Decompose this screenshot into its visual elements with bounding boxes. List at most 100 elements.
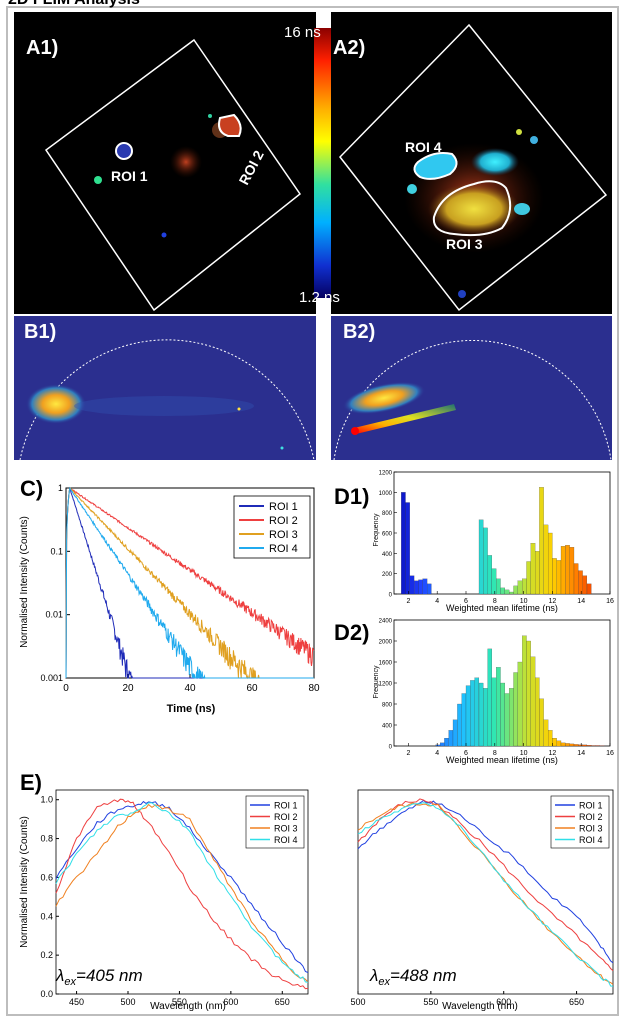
hist-x-tick-label: 8: [493, 598, 497, 605]
spectrum-405-chart: Normalised Intensity (Counts) Wavelength…: [19, 789, 309, 1012]
figure-frame: [6, 6, 619, 1016]
hist2-ylabel: Frequency: [373, 665, 380, 699]
hist-x-tick-label: 16: [606, 750, 614, 757]
hist-bar: [426, 583, 432, 595]
hist-bar: [552, 737, 557, 747]
hist-bar: [560, 742, 566, 747]
hist-bar: [526, 561, 531, 595]
hist-bar: [573, 744, 579, 747]
b2-lifetime-bar: [354, 404, 456, 434]
roi1-marker: [115, 142, 133, 160]
hist-bar: [500, 587, 506, 595]
hist1-ylabel: Frequency: [373, 513, 380, 547]
decay-xlabel: Time (ns): [167, 703, 216, 715]
spec-legend-label: ROI 1: [274, 801, 298, 811]
decay-x-tick-label: 40: [184, 683, 196, 694]
hist-x-tick-label: 16: [606, 598, 614, 605]
spec405-ylabel: Normalised Intensity (Counts): [19, 816, 30, 948]
hist-bar: [522, 578, 527, 595]
a2-crop-outline: [339, 23, 608, 312]
spec-legend-label: ROI 3: [579, 824, 603, 834]
hist-bar: [478, 519, 484, 595]
spec-legend-label: ROI 2: [579, 812, 603, 822]
hist-bar: [556, 740, 562, 747]
spec-series-4: [357, 802, 614, 987]
decay-x-tick-label: 20: [122, 683, 134, 694]
a2-speckle: [428, 183, 520, 235]
hist-y-tick-label: 0: [389, 745, 393, 751]
colorbar: [314, 28, 331, 298]
hist-bar: [496, 667, 501, 747]
a2-speckle: [471, 148, 519, 176]
roi1-label: ROI 1: [111, 168, 148, 184]
hist-bar: [483, 527, 488, 595]
hist-y-tick-label: 200: [382, 572, 393, 578]
decay-chart: Normalised Intensity (Counts) Time (ns) …: [19, 483, 320, 715]
spec-y-tick-label: 0.8: [40, 834, 53, 844]
spec-plot-area: [357, 789, 614, 995]
hist-bar: [513, 585, 518, 595]
hist-x-tick-label: 14: [577, 750, 585, 757]
decay-legend-label: ROI 3: [269, 529, 298, 541]
a1-speckle: [170, 146, 202, 178]
spec-series-2: [55, 798, 309, 990]
panel-label-b2: B2): [343, 321, 376, 343]
roi2-marker: [218, 113, 242, 137]
hist-x-tick-label: 10: [520, 750, 528, 757]
hist-y-tick-label: 2400: [379, 619, 393, 625]
hist-bar: [474, 677, 479, 747]
decay-legend-label: ROI 4: [269, 543, 298, 555]
decay-x-tick-label: 60: [246, 683, 258, 694]
hist-bar: [504, 693, 510, 747]
decay-legend-label: ROI 1: [269, 501, 298, 513]
spec405-xlabel: Wavelength (nm): [150, 1001, 226, 1012]
hist-bar: [582, 575, 588, 595]
hist-bar: [556, 560, 562, 595]
hist-bar: [586, 745, 592, 747]
spec-legend-label: ROI 4: [274, 835, 298, 845]
b1-phasor-tail: [74, 396, 254, 416]
flim-images: ROI 1 ROI 2 ROI 4 ROI 3: [14, 12, 612, 314]
image-a1: [14, 12, 316, 314]
hist-y-tick-label: 400: [382, 552, 393, 558]
spec-x-tick-label: 500: [350, 997, 365, 1007]
hist-bar: [409, 575, 415, 595]
decay-x-tick-label: 0: [63, 683, 69, 694]
decay-ylabel: Normalised Intensity (Counts): [19, 516, 30, 648]
spec-legend-label: ROI 1: [579, 801, 603, 811]
hist-bar: [578, 570, 583, 595]
hist-bar: [448, 730, 454, 747]
spec-series-3: [357, 802, 614, 985]
hist-bar: [582, 744, 588, 747]
a1-speckle: [161, 232, 167, 238]
hist-bar: [578, 744, 583, 747]
hist-y-tick-label: 800: [382, 511, 393, 517]
hist-bar: [405, 502, 410, 595]
hist-bar: [530, 656, 536, 747]
hist-y-tick-label: 1200: [379, 471, 393, 477]
hist-bar: [517, 580, 523, 595]
a1-speckle: [94, 176, 102, 184]
a2-speckle: [530, 136, 538, 144]
hist-x-tick-label: 10: [520, 598, 528, 605]
hist-bar: [522, 635, 527, 747]
hist-x-tick-label: 6: [464, 750, 468, 757]
hist-bar: [452, 719, 458, 747]
spec-series-1: [55, 800, 309, 974]
hist-y-tick-label: 0: [389, 593, 393, 599]
panel-label-d1: D1): [334, 484, 370, 509]
decay-y-tick-label: 0.001: [40, 673, 63, 683]
hist-bar: [526, 640, 531, 747]
hist1-xlabel: Weighted mean lifetime (ns): [446, 603, 558, 613]
roi4-label: ROI 4: [405, 139, 442, 155]
panel-label-e: E): [20, 770, 42, 795]
hist-x-tick-label: 14: [577, 598, 585, 605]
spec-x-tick-label: 450: [69, 997, 84, 1007]
hist-bar: [513, 672, 518, 747]
hist-bar: [491, 677, 497, 747]
hist-bar: [552, 558, 557, 595]
hist-bar: [457, 703, 462, 747]
hist-bar: [595, 745, 601, 747]
hist-bar: [401, 492, 406, 595]
header-title: 2D FLIM Analysis: [8, 0, 140, 9]
